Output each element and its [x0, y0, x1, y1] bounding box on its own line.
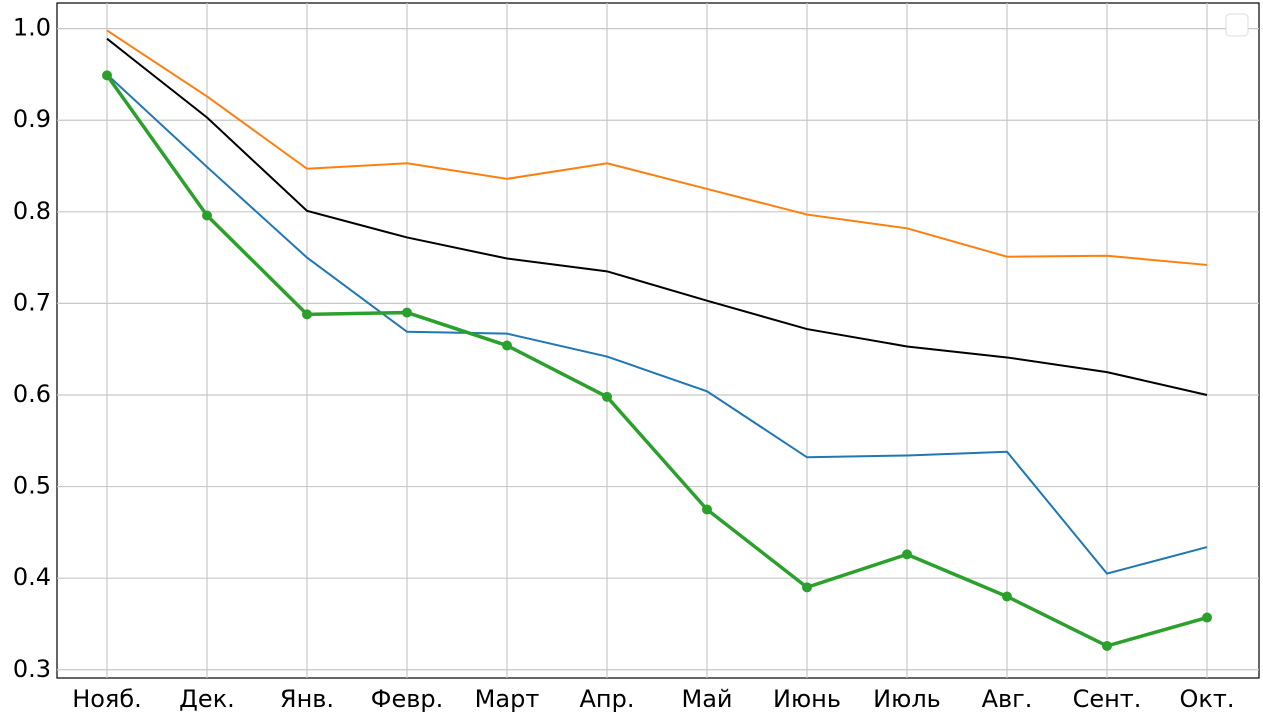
plot-frame [56, 2, 1260, 679]
x-tick-label: Дек. [179, 685, 235, 713]
point [302, 309, 312, 320]
x-tick-label: Янв. [280, 685, 334, 713]
y-tick-label: 0.9 [13, 105, 51, 133]
point [102, 70, 112, 81]
point [802, 582, 812, 593]
series-line [106, 29, 1208, 266]
x-tick-label: Февр. [371, 685, 443, 713]
point [502, 340, 512, 351]
y-tick-label: 0.3 [13, 655, 51, 683]
point [902, 549, 912, 560]
point [202, 210, 212, 221]
y-tick-label: 0.8 [13, 197, 51, 225]
series-line [106, 37, 1208, 396]
y-tick-label: 0.5 [13, 472, 51, 500]
legend [1225, 13, 1249, 37]
y-tick-label: 0.4 [13, 563, 51, 591]
x-tick-label: Июль [873, 685, 941, 713]
x-tick-label: Июнь [773, 685, 841, 713]
y-tick-label: 1.0 [13, 14, 51, 42]
series-line [106, 73, 1208, 575]
point [702, 504, 712, 515]
series-line [105, 74, 1208, 648]
x-tick-label: Сент. [1073, 685, 1142, 713]
x-tick-label: Нояб. [72, 685, 142, 713]
point [1002, 591, 1012, 602]
point [602, 391, 612, 402]
x-tick-label: Авг. [982, 685, 1033, 713]
point [1202, 612, 1212, 623]
x-tick-label: Март [475, 685, 540, 713]
y-tick-label: 0.6 [13, 380, 51, 408]
point [1102, 640, 1112, 651]
x-tick-label: Май [681, 685, 732, 713]
point [402, 307, 412, 318]
x-tick-label: Окт. [1180, 685, 1235, 713]
y-tick-label: 0.7 [13, 288, 51, 316]
x-tick-label: Апр. [580, 685, 635, 713]
